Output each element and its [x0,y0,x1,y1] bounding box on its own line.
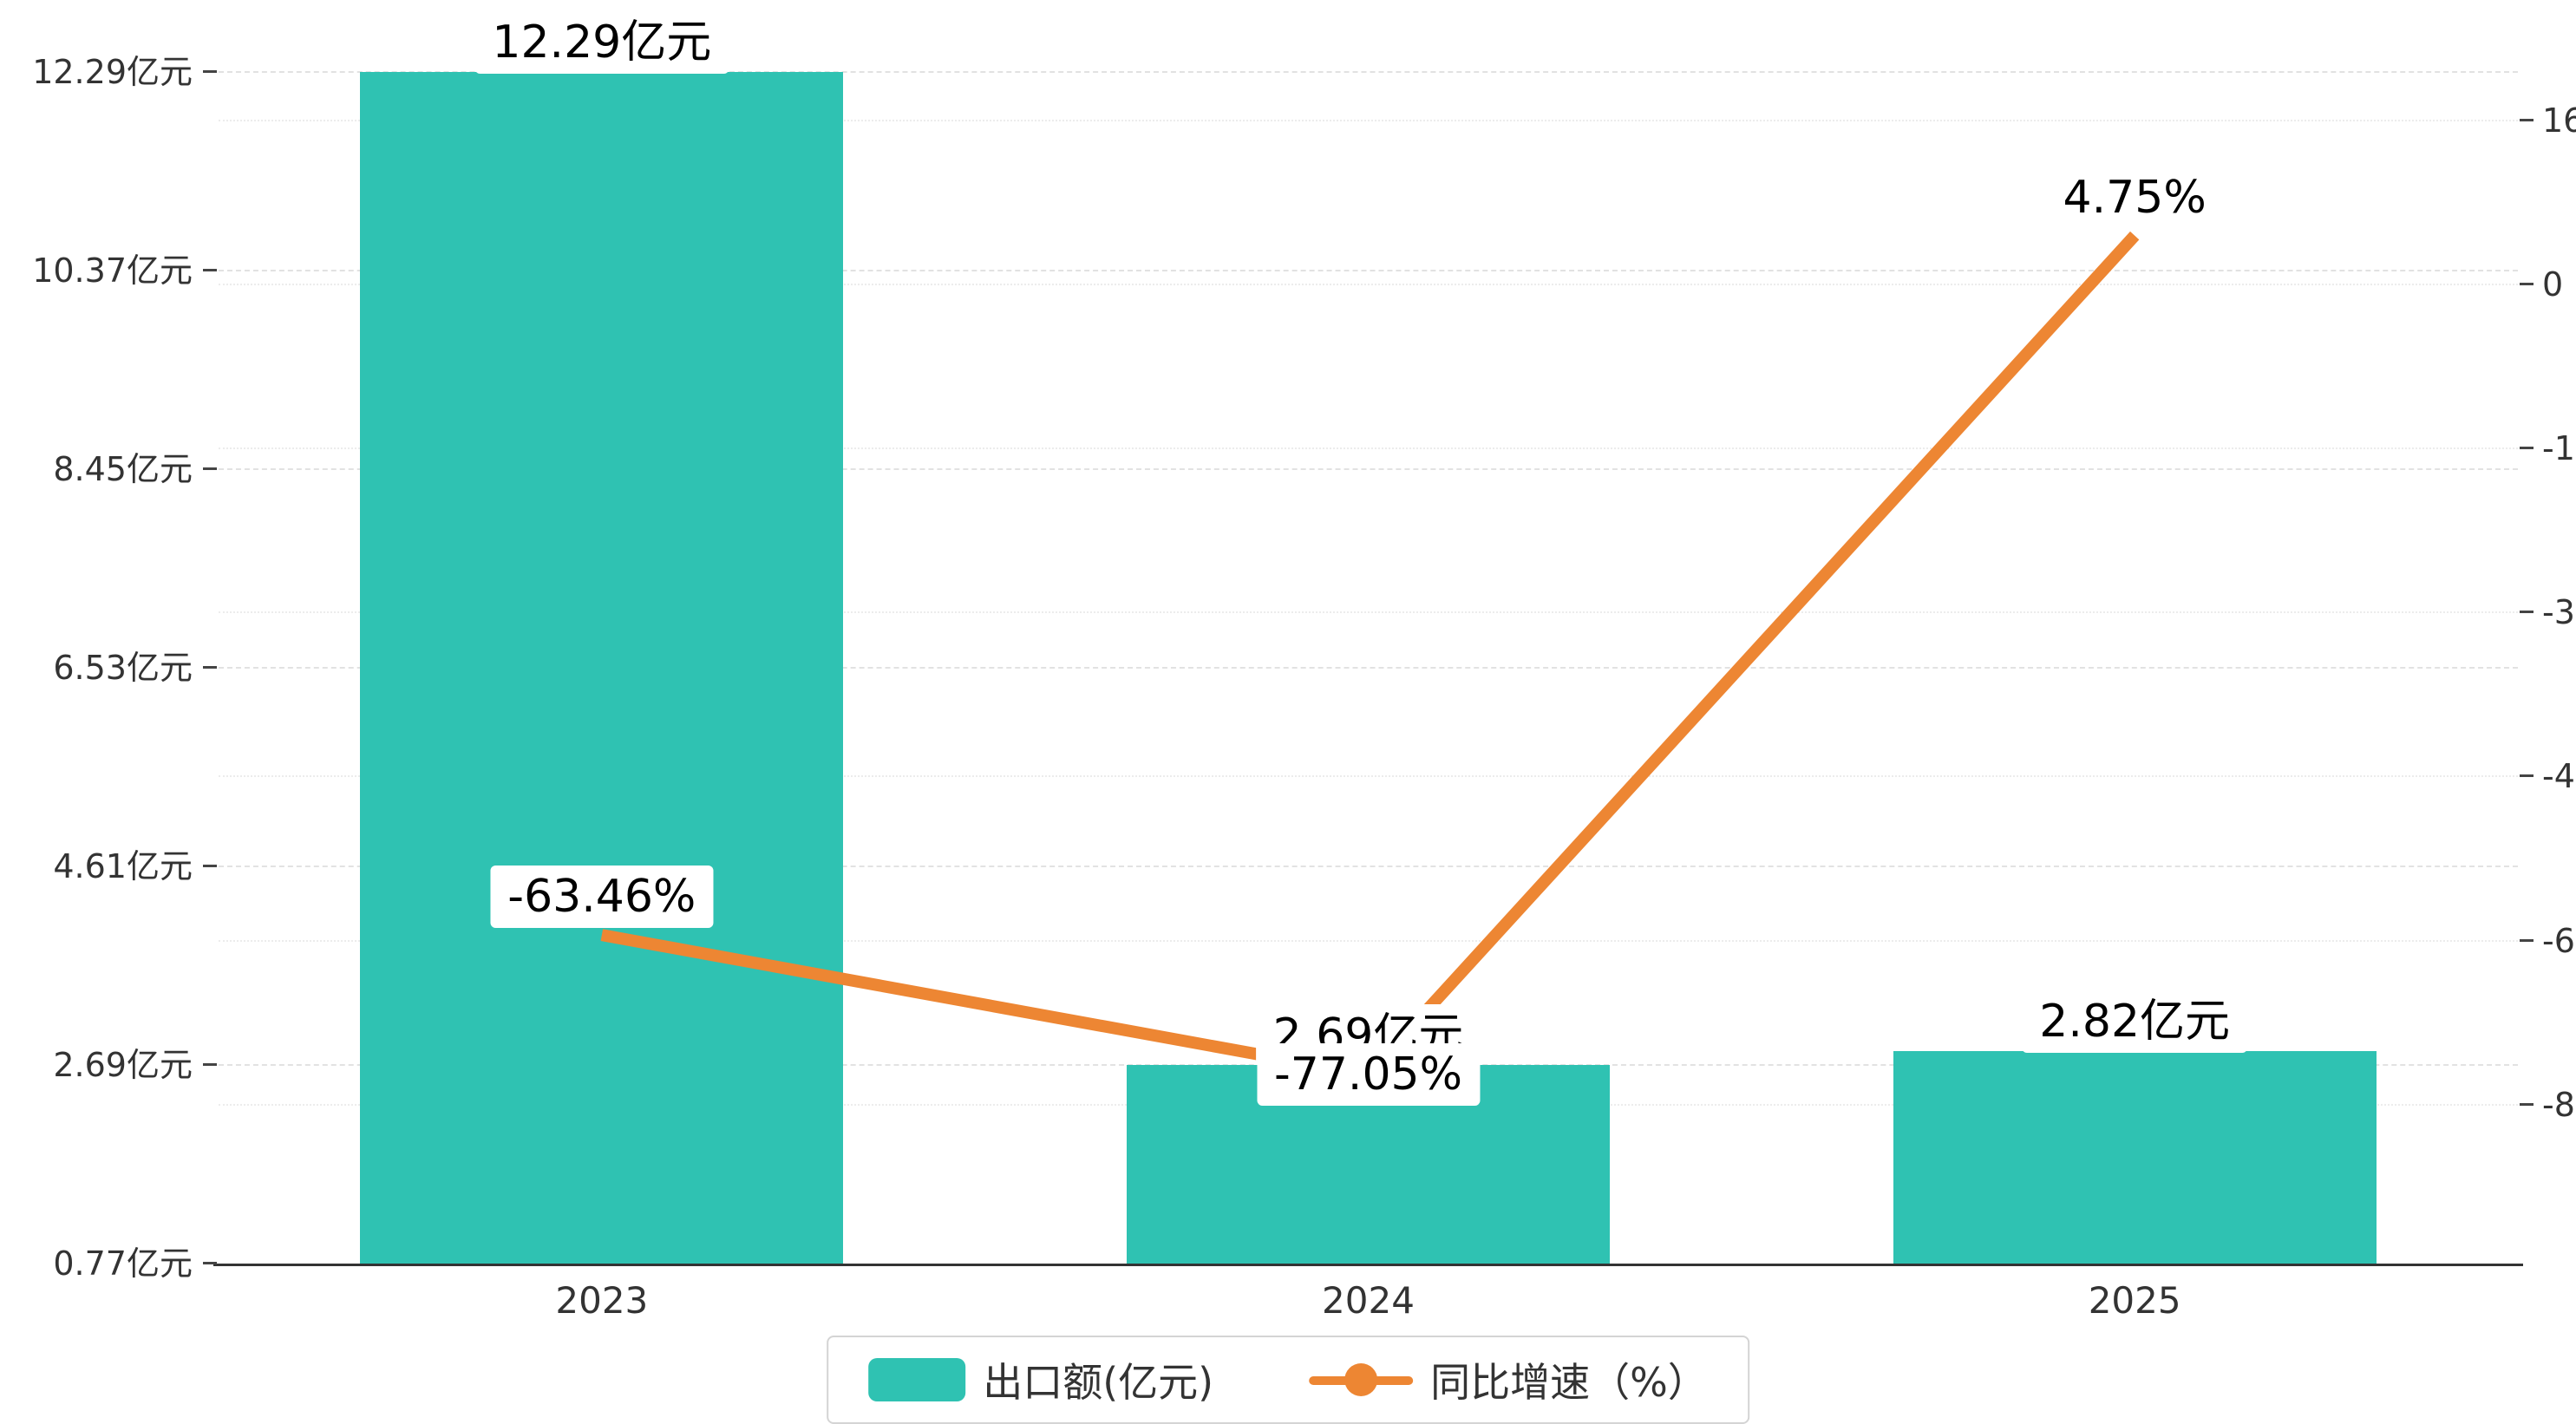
gridline [219,866,2518,867]
left-axis-tick-label: 4.61亿元 [53,847,193,885]
gridline [219,667,2518,669]
x-axis-line [213,1264,2523,1266]
left-axis-tick-label: 0.77亿元 [53,1244,193,1283]
right-axis-tick [2520,282,2534,285]
x-axis-category-label: 2023 [555,1279,649,1322]
bar-value-label: 12.29亿元 [474,11,729,74]
gridline [219,283,2518,285]
bar-value-label: 2.82亿元 [2022,990,2248,1054]
right-axis-tick [2520,774,2534,778]
left-axis-tick [203,269,217,271]
gridline [219,939,2518,942]
right-axis-tick-label: -80 [2542,1085,2576,1124]
right-axis-tick-label: 16 [2542,101,2576,140]
legend-item-export[interactable]: 出口额(亿元) [868,1351,1213,1408]
gridline [219,611,2518,614]
left-axis-tick [203,70,217,73]
bar-2023 [360,72,844,1264]
legend-label: 同比增速（%） [1430,1359,1708,1406]
line-value-label: -77.05% [1256,1042,1481,1106]
left-axis-tick-label: 10.37亿元 [32,251,193,290]
left-axis-tick [203,467,217,470]
bar-2025 [1893,1051,2377,1264]
left-axis-tick-label: 2.69亿元 [53,1046,193,1084]
right-axis-tick [2520,611,2534,614]
left-axis-tick [203,1262,217,1264]
right-axis-tick [2520,446,2534,449]
x-axis-category-label: 2025 [2088,1279,2181,1322]
legend-line-marker-icon [1309,1358,1414,1401]
right-axis-tick-label: -64 [2542,921,2576,960]
gridline [219,775,2518,778]
line-value-label: 4.75% [2045,166,2224,229]
right-axis-tick [2520,938,2534,942]
legend-item-growth[interactable]: 同比增速（%） [1309,1351,1708,1408]
line-value-label: -63.46% [490,866,714,929]
gridline [219,270,2518,271]
gridline [219,447,2518,449]
left-axis-tick [203,666,217,669]
left-axis-tick [203,1063,217,1066]
right-axis-tick-label: -16 [2542,428,2576,467]
gridline [219,119,2518,121]
left-axis-tick-label: 12.29亿元 [32,53,193,91]
right-axis-tick-label: -48 [2542,757,2576,796]
right-axis-tick [2520,1102,2534,1106]
left-axis-tick-label: 6.53亿元 [53,649,193,687]
legend: 出口额(亿元) 同比增速（%） [827,1336,1749,1424]
right-axis-tick-label: 0 [2542,265,2564,304]
legend-bar-swatch-icon [868,1358,966,1401]
legend-label: 出口额(亿元) [983,1359,1214,1406]
left-axis-tick [203,865,217,867]
gridline [219,468,2518,470]
gridline [219,71,2518,73]
x-axis-category-label: 2024 [1322,1279,1415,1322]
right-axis-tick [2520,118,2534,121]
right-axis-tick-label: -32 [2542,593,2576,632]
left-axis-tick-label: 8.45亿元 [53,450,193,488]
